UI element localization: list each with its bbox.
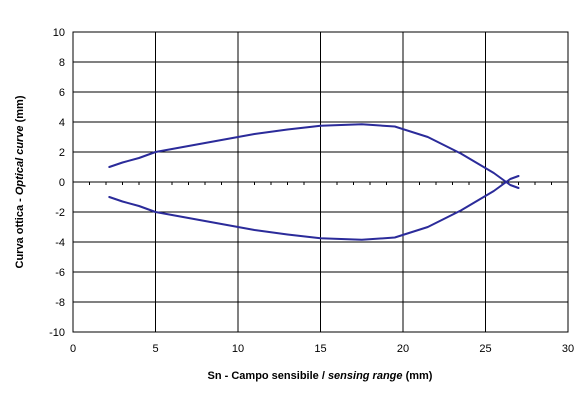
x-tick-label: 15 <box>314 343 326 355</box>
y-tick-label: -8 <box>55 297 65 309</box>
x-tick-label: 0 <box>70 343 76 355</box>
y-tick-label: -6 <box>55 267 65 279</box>
ticks: 0 5 10 15 20 25 30 -10 -8 -6 -4 -2 0 2 4 6 8 10 <box>49 27 574 355</box>
y-tick-label: 0 <box>59 177 65 189</box>
y-axis-title: Curva ottica - Optical curve (mm) <box>14 95 26 268</box>
x-tick-label: 10 <box>232 343 244 355</box>
y-tick-label: -2 <box>55 207 65 219</box>
x-axis-title-main: Sn - Campo sensibile / <box>208 370 328 382</box>
x-axis-title-unit: (mm) <box>403 370 433 382</box>
y-tick-label: 10 <box>53 27 65 39</box>
y-tick-label: 2 <box>59 147 65 159</box>
upper-curve-line <box>108 123 520 189</box>
y-tick-label: -10 <box>49 327 65 339</box>
y-tick-label: -4 <box>55 237 65 249</box>
y-axis-title-unit: (mm) <box>14 95 26 125</box>
series <box>108 123 520 241</box>
y-axis-title-main: Curva ottica - <box>14 195 26 268</box>
x-axis-title: Sn - Campo sensibile / sensing range (mm… <box>208 370 433 382</box>
y-tick-label: 6 <box>59 87 65 99</box>
y-tick-label: 8 <box>59 57 65 69</box>
lower-curve-line <box>108 175 520 241</box>
x-tick-label: 25 <box>479 343 491 355</box>
x-tick-label: 30 <box>562 343 574 355</box>
x-tick-label: 20 <box>397 343 409 355</box>
x-axis-title-italic: sensing range <box>328 370 403 382</box>
y-axis-title-italic: Optical curve <box>14 125 26 195</box>
y-tick-label: 4 <box>59 117 65 129</box>
x-tick-label: 5 <box>152 343 158 355</box>
